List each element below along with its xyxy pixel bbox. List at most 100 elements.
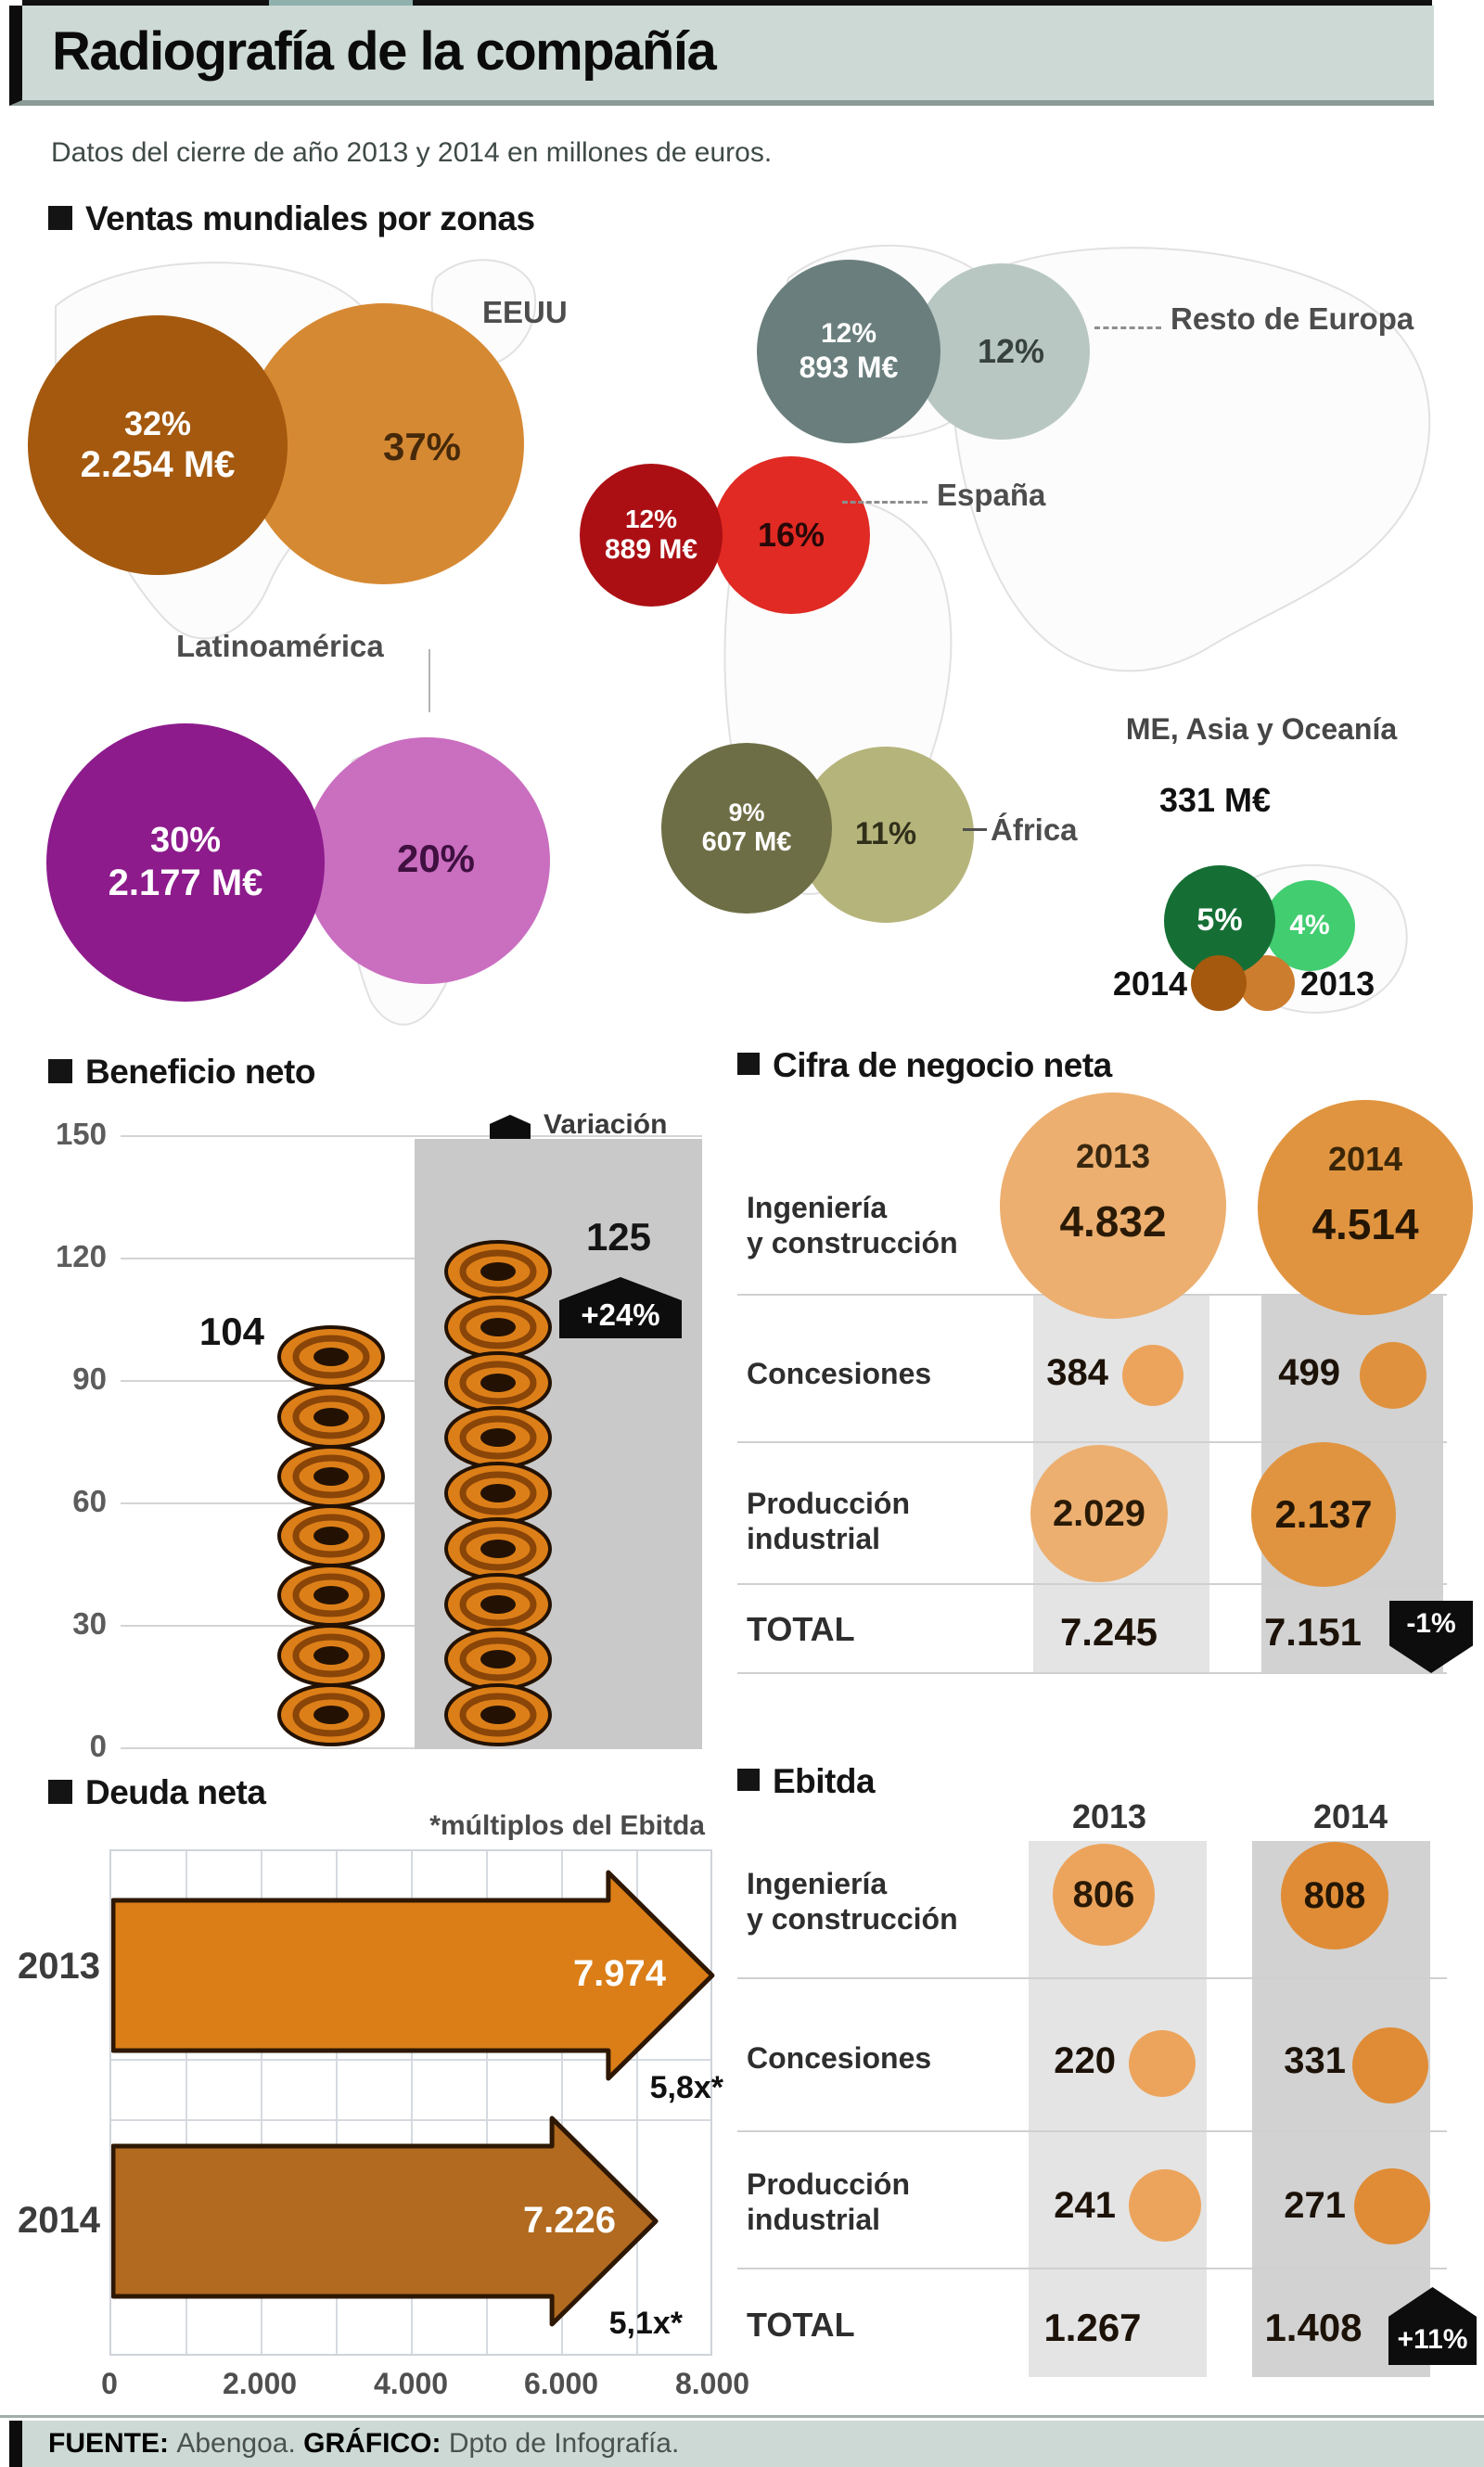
deuda-gridline: [561, 1851, 563, 2354]
ebitda-row0-v2014: 808: [1303, 1874, 1366, 1916]
cifra-row2-2013-circle: 2.029: [1030, 1445, 1168, 1582]
zone-espana-2014-amount: 889 M€: [604, 533, 698, 565]
coin-stack-2013: [275, 1323, 387, 1748]
cifra-total-v2014: 7.151: [1263, 1610, 1362, 1654]
ebitda-row2-label: Producción industrial: [747, 2167, 910, 2237]
cifra-row2-v2013: 2.029: [1052, 1492, 1146, 1534]
coin-icon: [275, 1384, 387, 1451]
ebitda-row2-label-l2: industrial: [747, 2203, 881, 2236]
beneficio-gridline: [121, 1380, 702, 1382]
deuda-section-title: Deuda neta: [48, 1773, 266, 1812]
ebitda-row0-v2013: 806: [1072, 1873, 1135, 1915]
ebitda-col-2014: 2014: [1312, 1797, 1388, 1835]
cifra-row1-v2013: 384: [1046, 1352, 1108, 1393]
zone-europa-2014-circle: 12% 893 M€: [757, 260, 940, 443]
section-bullet-icon: [48, 1059, 72, 1083]
zone-espana-2013-circle: [712, 456, 870, 614]
ebitda-row1-label: Concesiones: [747, 2041, 932, 2075]
beneficio-title-text: Beneficio neto: [85, 1053, 315, 1091]
coin-icon: [275, 1323, 387, 1390]
cifra-total-label: TOTAL: [747, 1610, 855, 1648]
zone-eeuu-2014-circle: 32% 2.254 M€: [28, 315, 288, 575]
cifra-2013-big-circle: 2013 4.832: [1000, 1093, 1226, 1319]
footer-graphic-label: GRÁFICO:: [303, 2428, 441, 2459]
zone-africa-2013-pct: 11%: [854, 816, 917, 851]
deuda-gridline: [486, 1851, 488, 2354]
ebitda-row1-2013-circle: [1129, 2030, 1196, 2097]
ebitda-row2-v2013: 241: [1054, 2185, 1116, 2226]
ebitda-total-v2014: 1.408: [1264, 2306, 1362, 2349]
coin-icon: [442, 1460, 554, 1527]
ebitda-row0-2013-circle: 806: [1053, 1844, 1155, 1946]
deuda-2014-multiple: 5,1x*: [608, 2306, 683, 2341]
ebitda-row2-2014-circle: [1354, 2168, 1430, 2244]
zone-europa-2013-circle: [914, 263, 1090, 440]
zone-africa-connector: [963, 828, 987, 831]
beneficio-variation-text: +24%: [581, 1297, 660, 1332]
zone-europa-connector: [1094, 326, 1161, 329]
zone-label-africa: África: [991, 812, 1078, 847]
zone-latam-2014-pct: 30%: [149, 821, 222, 861]
deuda-gridline: [336, 1851, 338, 2354]
deuda-title-text: Deuda neta: [85, 1773, 266, 1811]
coin-icon: [275, 1681, 387, 1748]
beneficio-gridline: [121, 1747, 702, 1749]
beneficio-ytick: 30: [72, 1606, 107, 1641]
ebitda-variation-text: +11%: [1397, 2324, 1468, 2355]
zone-europa-2014-pct: 12%: [820, 318, 877, 350]
ebitda-row0-label: Ingeniería y construcción: [747, 1866, 958, 1937]
row-separator: [737, 1583, 1447, 1585]
deuda-gridline: [411, 1851, 413, 2354]
zone-latam-2013-circle: [303, 737, 550, 984]
deuda-2014-label: 2014: [18, 2200, 100, 2241]
cifra-row2-label: Producción industrial: [747, 1486, 910, 1556]
coin-icon: [275, 1502, 387, 1569]
cifra-row2-v2014: 2.137: [1274, 1492, 1373, 1536]
top-border: [22, 0, 1432, 6]
coin-icon: [275, 1622, 387, 1689]
cifra-title-text: Cifra de negocio neta: [773, 1046, 1112, 1084]
cifra-row2-label-l1: Producción: [747, 1487, 911, 1520]
zone-latam-2014-amount: 2.177 M€: [108, 862, 263, 903]
row-separator: [737, 1977, 1447, 1979]
deuda-2013-multiple: 5,8x*: [649, 2070, 723, 2105]
zone-label-europa: Resto de Europa: [1171, 301, 1414, 336]
zone-me-asia-2013-pct: 4%: [1289, 909, 1330, 940]
cifra-row0-v2014: 4.514: [1311, 1200, 1419, 1248]
deuda-footnote: *múltiplos del Ebitda: [429, 1810, 705, 1841]
cifra-row1-2013-circle: [1122, 1345, 1183, 1406]
deuda-2013-arrow: [111, 1870, 715, 2081]
deuda-gridline: [111, 2119, 710, 2121]
cifra-total-v2013: 7.245: [1059, 1610, 1158, 1654]
footer-source-label: FUENTE:: [48, 2428, 169, 2459]
coin-icon: [442, 1515, 554, 1582]
zone-eeuu-2013-circle: [243, 303, 524, 584]
ebitda-row0-label-l1: Ingeniería: [747, 1867, 888, 1900]
cifra-row0-label: Ingeniería y construcción: [747, 1190, 958, 1260]
section-bullet-icon: [737, 1053, 760, 1075]
footer: FUENTE: Abengoa. GRÁFICO: Dpto de Infogr…: [9, 2421, 1484, 2467]
cifra-row1-2014-circle: [1360, 1342, 1426, 1409]
zone-europa-2014-amount: 893 M€: [799, 350, 899, 384]
row-separator: [737, 2268, 1447, 2269]
zone-me-asia-amount: 331 M€: [1158, 781, 1272, 819]
deuda-xtick: 2.000: [222, 2367, 298, 2400]
zone-latam-2013-pct: 20%: [396, 837, 476, 880]
ebitda-row1-v2014: 331: [1284, 2040, 1346, 2081]
coin-icon: [442, 1349, 554, 1416]
deuda-gridline: [636, 1851, 638, 2354]
zone-label-me-asia: ME, Asia y Oceanía: [1125, 712, 1398, 746]
beneficio-gridline: [121, 1502, 702, 1504]
row-separator: [737, 1441, 1447, 1443]
beneficio-ytick: 60: [72, 1484, 107, 1518]
ebitda-row0-label-l2: y construcción: [747, 1902, 958, 1936]
deuda-xtick: 8.000: [674, 2367, 750, 2400]
beneficio-ytick: 0: [89, 1729, 107, 1763]
cifra-col-2014: 2014: [1327, 1140, 1403, 1178]
cifra-row1-label: Concesiones: [747, 1356, 931, 1391]
cifra-row2-2014-circle: 2.137: [1251, 1442, 1396, 1587]
zone-eeuu-2014-amount: 2.254 M€: [80, 443, 236, 485]
zone-espana-connector: [842, 501, 928, 504]
sales-section-title: Ventas mundiales por zonas: [48, 199, 535, 238]
